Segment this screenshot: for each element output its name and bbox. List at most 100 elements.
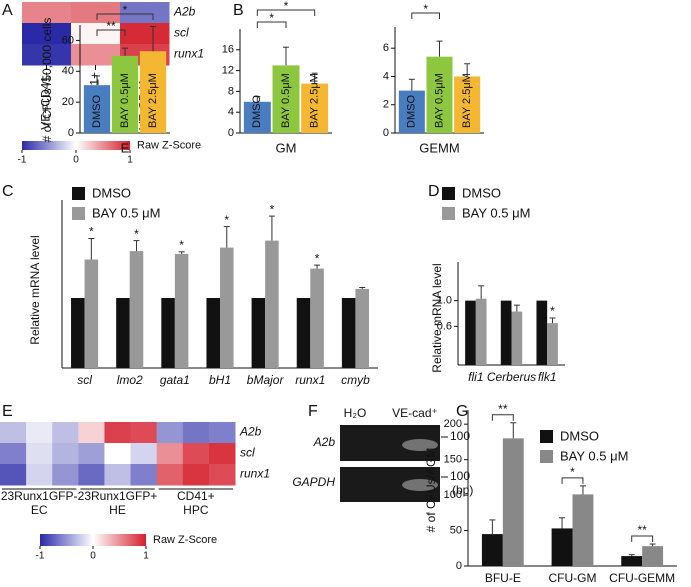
group-sublabel: EC xyxy=(31,503,48,517)
bar xyxy=(398,90,425,133)
size-marker: 100 xyxy=(450,469,470,483)
heatmap-cell xyxy=(0,443,27,465)
row-label: A2b xyxy=(239,425,262,439)
size-marker: 100 xyxy=(450,429,470,443)
bar xyxy=(83,85,111,133)
bar-label: BAY 0.5μM xyxy=(433,73,445,128)
y-tick-label: 150 xyxy=(444,454,462,466)
legend-swatch xyxy=(442,187,455,200)
heatmap-cell xyxy=(104,443,132,465)
y-tick-label: 4 xyxy=(383,70,389,82)
bar xyxy=(465,300,476,365)
significance-label: ** xyxy=(637,523,647,537)
significance-label: * xyxy=(134,227,139,241)
heatmap-cell xyxy=(208,443,236,465)
x-axis-label: GEMM xyxy=(419,140,459,155)
significance-bracket xyxy=(96,29,126,36)
legend-label: DMSO xyxy=(462,185,501,200)
x-axis-label: E xyxy=(121,140,130,155)
heatmap-cell xyxy=(71,2,121,24)
significance-bracket xyxy=(256,21,287,28)
colorbar-label: Raw Z-Score xyxy=(137,139,201,151)
colorbar xyxy=(40,534,146,546)
heatmap-cell xyxy=(52,422,79,444)
y-tick-label: 8 xyxy=(228,85,234,97)
y-tick-label: 40 xyxy=(62,65,74,77)
heatmap-cell xyxy=(0,464,27,486)
heatmap-cell xyxy=(22,2,72,24)
row-label: runx1 xyxy=(174,47,204,61)
y-tick-label: 0 xyxy=(228,127,234,139)
y-tick-label: 16 xyxy=(222,44,234,56)
bar xyxy=(355,288,369,368)
bar xyxy=(536,300,548,365)
colorbar-tick-label: 1 xyxy=(127,155,133,166)
x-tick-label: BFU-E xyxy=(485,571,521,585)
colorbar-tick-label: -1 xyxy=(18,155,27,166)
y-tick-label: 6 xyxy=(383,42,389,54)
heatmap-cell xyxy=(182,443,210,465)
x-tick-label: runx1 xyxy=(295,373,325,387)
bar xyxy=(129,251,144,368)
colorbar-label: Raw Z-Score xyxy=(153,534,217,546)
group-label: CD41+ xyxy=(177,489,215,503)
bar xyxy=(500,300,512,365)
bar-label: DMSO xyxy=(251,95,263,128)
y-axis-label: # of CFUs /50,000 cells xyxy=(40,18,54,143)
bar-label: DMSO xyxy=(406,95,418,128)
row-label: scl xyxy=(240,446,255,460)
heatmap-cell xyxy=(130,443,158,465)
significance-label: * xyxy=(570,465,575,479)
heatmap-cell xyxy=(104,464,132,486)
significance-label: * xyxy=(270,202,275,216)
group-sublabel: HPC xyxy=(183,503,209,517)
heatmap-cell xyxy=(120,2,170,24)
y-tick-label: 0 xyxy=(383,127,389,139)
bar-label: BAY 2.5μM xyxy=(461,73,473,128)
legend-swatch xyxy=(72,207,85,220)
group-sublabel: HE xyxy=(109,503,126,517)
bar xyxy=(84,259,99,368)
group-label: 23Runx1GFP+ xyxy=(78,489,158,503)
legend-swatch xyxy=(540,430,553,443)
bar xyxy=(475,298,487,365)
bar xyxy=(551,528,573,566)
heatmap-cell xyxy=(120,23,170,45)
heatmap-cell xyxy=(104,422,132,444)
significance-bracket xyxy=(256,9,316,16)
panel-letter: B xyxy=(233,2,244,19)
significance-label: * xyxy=(315,251,320,265)
bar xyxy=(511,311,523,365)
bar xyxy=(454,76,481,133)
colorbar-tick-label: 0 xyxy=(73,155,79,166)
heatmap-cell xyxy=(26,443,53,465)
bar xyxy=(310,268,324,368)
bar xyxy=(272,65,300,133)
x-tick-label: CFU-GEMM xyxy=(609,571,675,585)
x-tick-label: bH1 xyxy=(209,373,231,387)
bar-label: DMSO xyxy=(91,95,103,128)
row-label: A2b xyxy=(313,435,336,449)
row-label: runx1 xyxy=(240,467,270,481)
y-tick-label: 4 xyxy=(228,106,234,118)
lane-label: VE-cad⁺ xyxy=(392,406,438,420)
heatmap-cell xyxy=(156,443,184,465)
y-tick-label: 50 xyxy=(450,524,462,536)
legend-label: BAY 0.5 μM xyxy=(560,448,628,463)
x-tick-label: bMajor xyxy=(247,373,285,387)
y-axis-label: Relative mRNA level xyxy=(430,263,444,372)
heatmap-cell xyxy=(182,464,210,486)
bar xyxy=(621,556,643,566)
bar xyxy=(220,247,234,368)
heatmap-cell xyxy=(130,464,158,486)
y-tick-label: 20 xyxy=(62,96,74,108)
significance-bracket xyxy=(631,535,654,543)
lane-label: H₂O xyxy=(344,406,367,420)
colorbar-tick-label: 0 xyxy=(90,551,96,562)
bar xyxy=(139,51,167,133)
bar xyxy=(206,298,220,368)
heatmap-cell xyxy=(208,464,236,486)
significance-label: * xyxy=(123,3,128,17)
heatmap-cell xyxy=(22,23,72,45)
